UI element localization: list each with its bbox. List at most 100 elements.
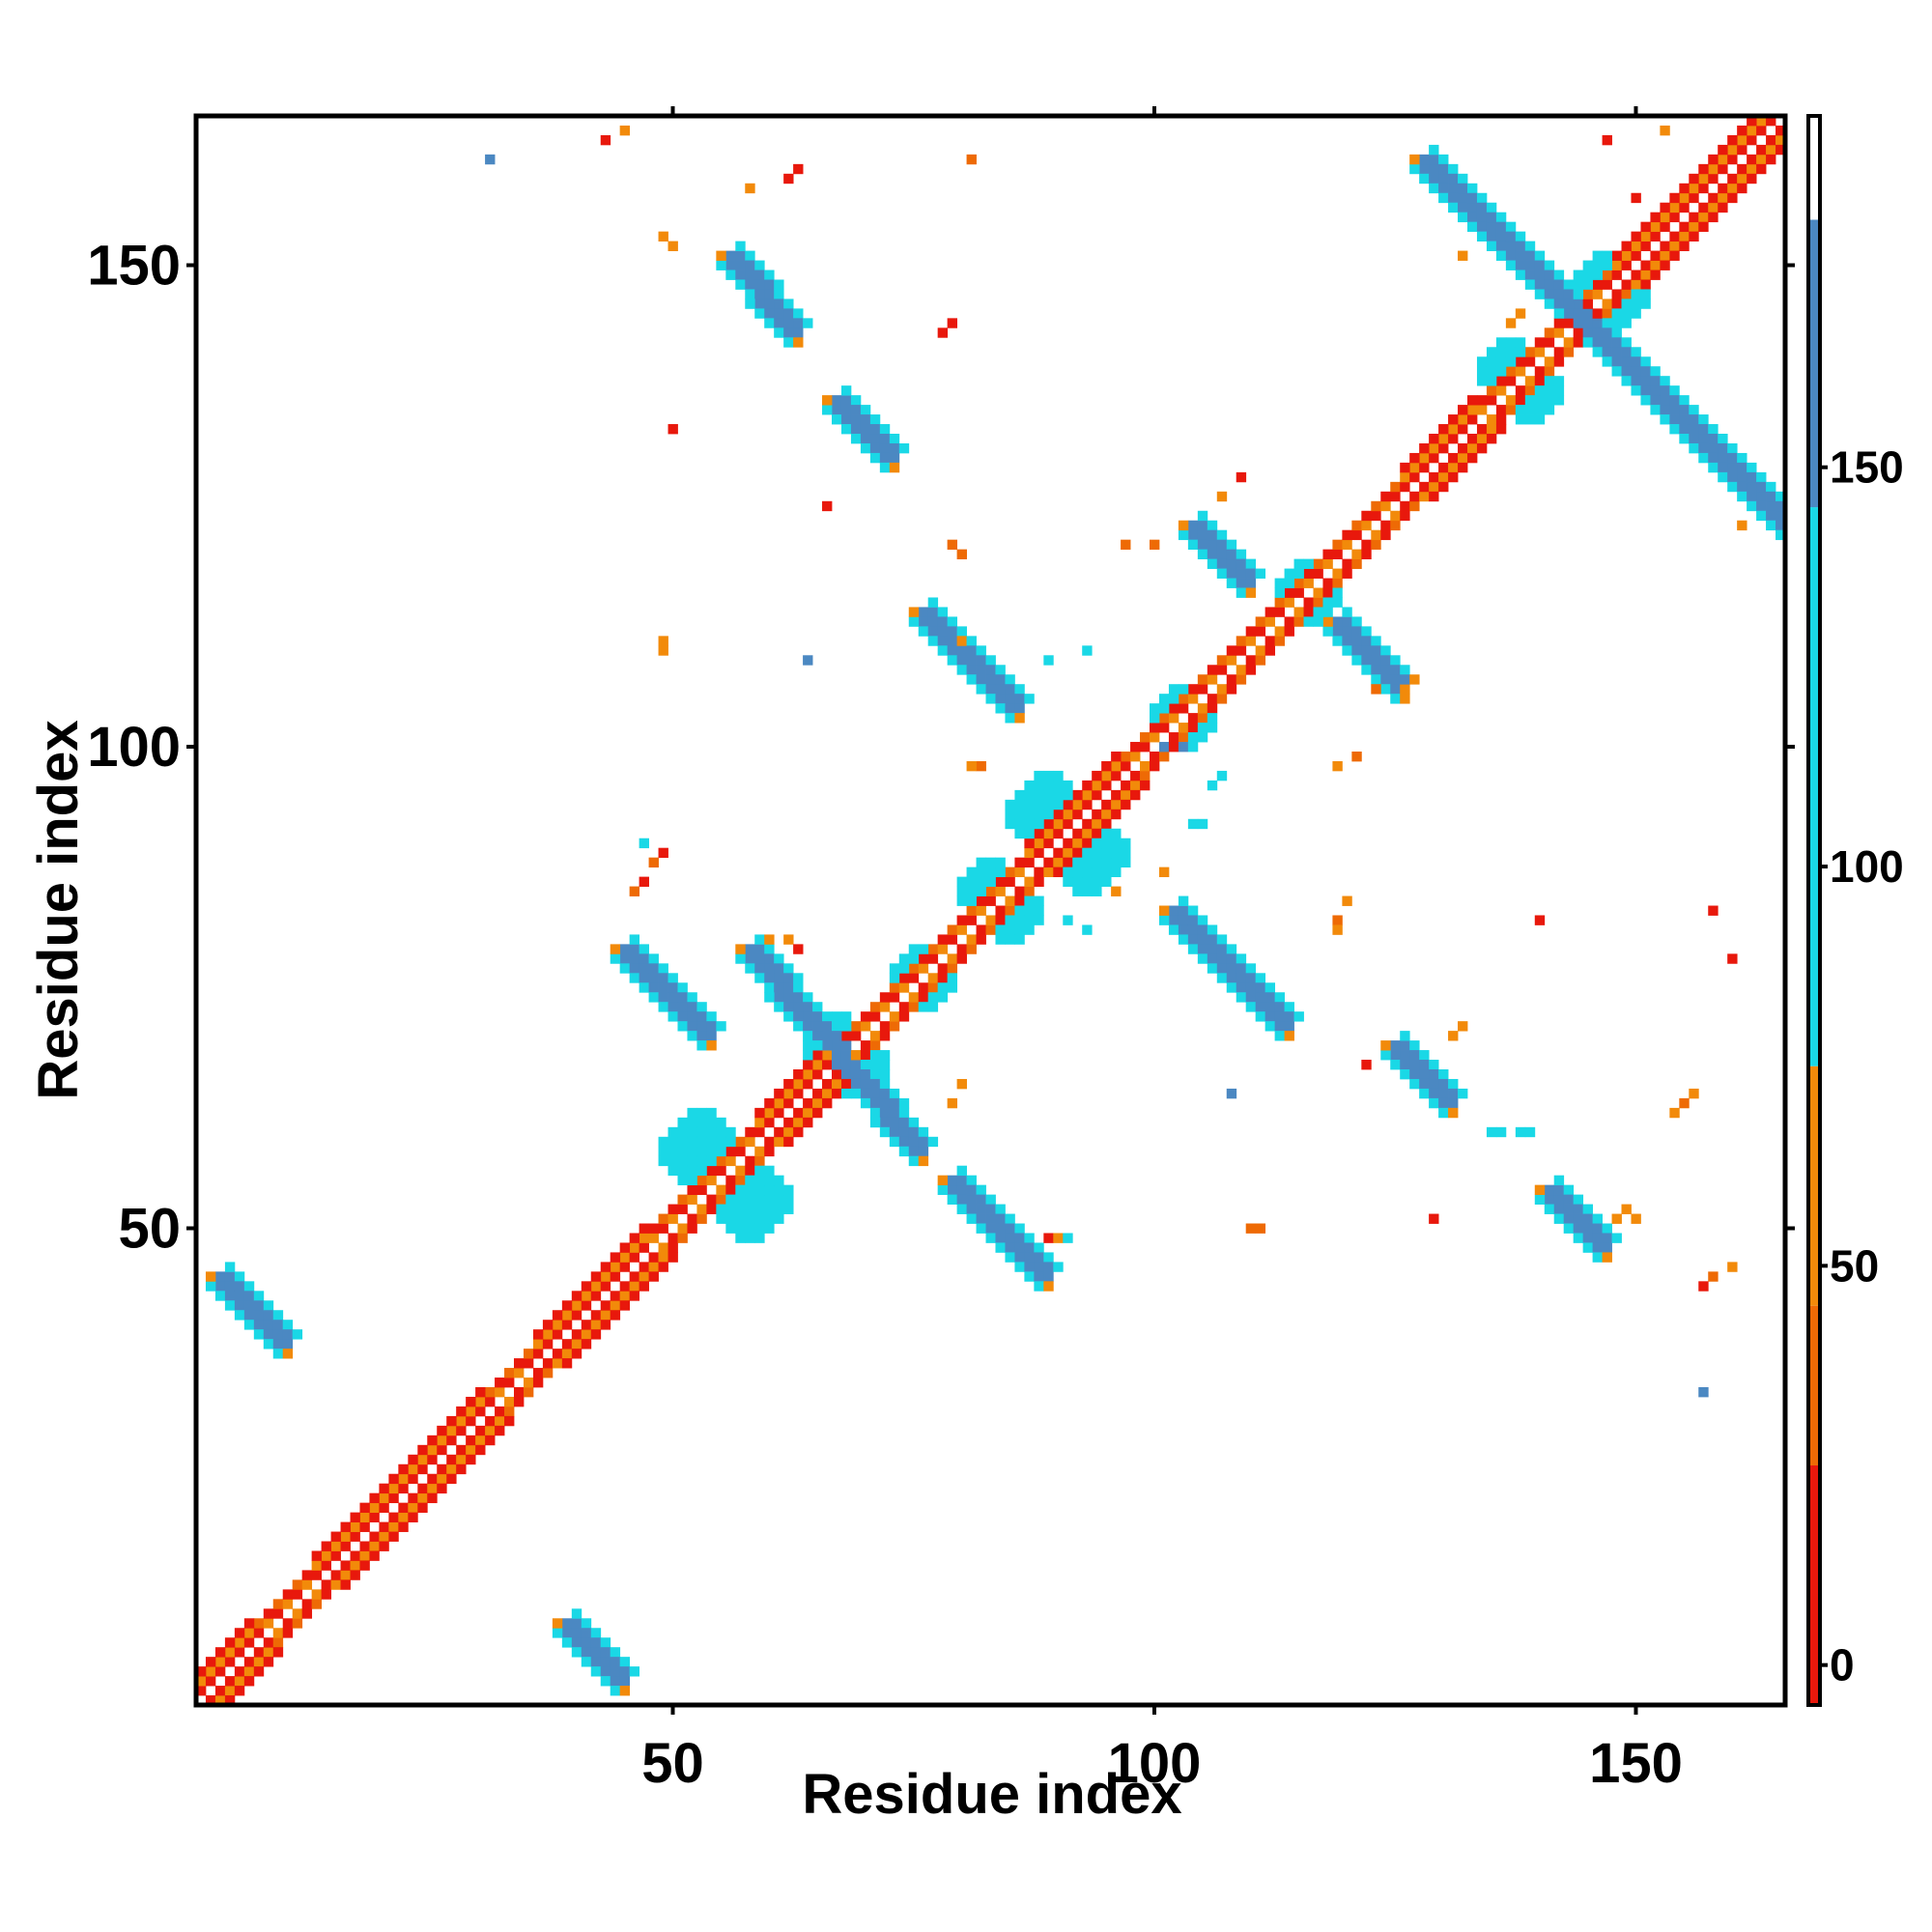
contact-cell	[243, 1300, 255, 1311]
contact-cell	[272, 1339, 284, 1350]
contact-cell	[1776, 144, 1786, 156]
contact-cell	[803, 992, 813, 1003]
contact-cell	[1111, 857, 1122, 868]
contact-cell	[677, 1204, 688, 1214]
contact-cell	[446, 1415, 457, 1427]
contact-cell	[1187, 713, 1199, 724]
contact-cell	[687, 1175, 697, 1186]
contact-cell	[1737, 163, 1747, 175]
contact-cell	[1573, 318, 1584, 328]
contact-cell	[1592, 1213, 1603, 1224]
contact-cell	[879, 434, 891, 444]
contact-cell	[1621, 308, 1632, 319]
contact-cell	[1053, 770, 1064, 781]
contact-cell	[696, 1117, 707, 1128]
contact-cell	[1245, 1002, 1257, 1012]
contact-cell	[898, 1126, 910, 1138]
contact-cell	[995, 665, 1006, 675]
contact-cell	[1660, 414, 1670, 425]
contact-cell	[1005, 1223, 1015, 1234]
contact-cell	[1178, 915, 1189, 925]
contact-cell	[639, 982, 649, 993]
contact-cell	[976, 655, 986, 666]
contact-cell	[1053, 780, 1064, 791]
contact-cell	[812, 1097, 823, 1109]
contact-cell	[976, 1204, 986, 1214]
contact-cell	[648, 1252, 659, 1263]
contact-cell	[1766, 491, 1776, 502]
contact-cell	[677, 982, 688, 993]
contact-cell	[716, 1204, 726, 1214]
contact-cell	[1293, 558, 1304, 569]
contact-cell	[716, 250, 726, 261]
contact-cell	[571, 1647, 582, 1658]
contact-cell	[619, 953, 631, 964]
contact-cell	[1400, 1069, 1410, 1080]
contact-cell	[552, 1628, 563, 1638]
contact-cell	[1467, 221, 1478, 233]
contact-cell	[1024, 828, 1035, 839]
contact-cell	[1274, 992, 1285, 1003]
contact-cell	[687, 1184, 697, 1196]
contact-cell	[860, 1069, 871, 1080]
contact-cell	[629, 963, 640, 974]
contact-cell	[495, 1406, 505, 1417]
contact-cell	[1544, 366, 1555, 377]
contact-cell	[1101, 847, 1112, 859]
contact-cell	[1351, 626, 1362, 637]
contact-cell	[1611, 260, 1622, 270]
contact-cell	[774, 1097, 784, 1109]
contact-cell	[1197, 529, 1208, 541]
contact-cell	[1495, 424, 1507, 435]
contact-cell	[840, 1088, 852, 1099]
contact-cell	[466, 1435, 476, 1446]
contact-cell	[1043, 1252, 1054, 1263]
contact-cell	[532, 1339, 544, 1350]
contact-cell	[1005, 1213, 1015, 1224]
contact-cell	[687, 1002, 697, 1012]
contact-cell	[1361, 539, 1372, 551]
contact-cell	[1429, 1069, 1439, 1080]
contact-cell	[1582, 327, 1594, 338]
contact-cell	[1284, 568, 1294, 579]
contact-cell	[822, 1040, 833, 1051]
contact-cell	[976, 645, 986, 656]
contact-cell	[1284, 578, 1294, 588]
contact-cell	[1034, 915, 1044, 925]
contact-cell	[956, 665, 967, 675]
contact-cell	[427, 1473, 438, 1485]
contact-cell	[956, 645, 967, 656]
contact-cell	[1640, 395, 1651, 406]
contact-cell	[1043, 770, 1054, 781]
contact-cell	[1524, 260, 1536, 270]
contact-cell	[1236, 674, 1247, 685]
contact-cell	[1621, 337, 1632, 348]
contact-cell	[1236, 578, 1247, 588]
contact-cell	[687, 1136, 697, 1148]
contact-cell	[1727, 452, 1738, 464]
contact-cell	[1476, 212, 1488, 223]
contact-cell	[869, 1002, 881, 1012]
contact-cell	[1708, 1271, 1719, 1282]
contact-cell	[803, 1117, 813, 1128]
contact-cell	[1342, 645, 1352, 656]
contact-cell	[1245, 973, 1257, 983]
contact-cell	[1168, 684, 1179, 695]
contact-cell	[1082, 886, 1093, 896]
contact-cell	[947, 1184, 958, 1196]
contact-cell	[1216, 684, 1228, 695]
contact-cell	[947, 655, 958, 666]
contact-cell	[456, 1415, 467, 1427]
contact-cell	[1679, 192, 1690, 204]
contact-cell	[1005, 1242, 1015, 1253]
contact-cell	[1698, 173, 1709, 185]
contact-cell	[1322, 549, 1333, 560]
contact-cell	[1756, 481, 1767, 493]
contact-cell	[687, 1146, 697, 1157]
contact-cell	[966, 645, 977, 656]
contact-cell	[1390, 1050, 1401, 1061]
contact-cell	[869, 1097, 881, 1109]
contact-cell	[1178, 732, 1189, 743]
contact-cell	[658, 1146, 668, 1157]
contact-cell	[1216, 529, 1228, 541]
